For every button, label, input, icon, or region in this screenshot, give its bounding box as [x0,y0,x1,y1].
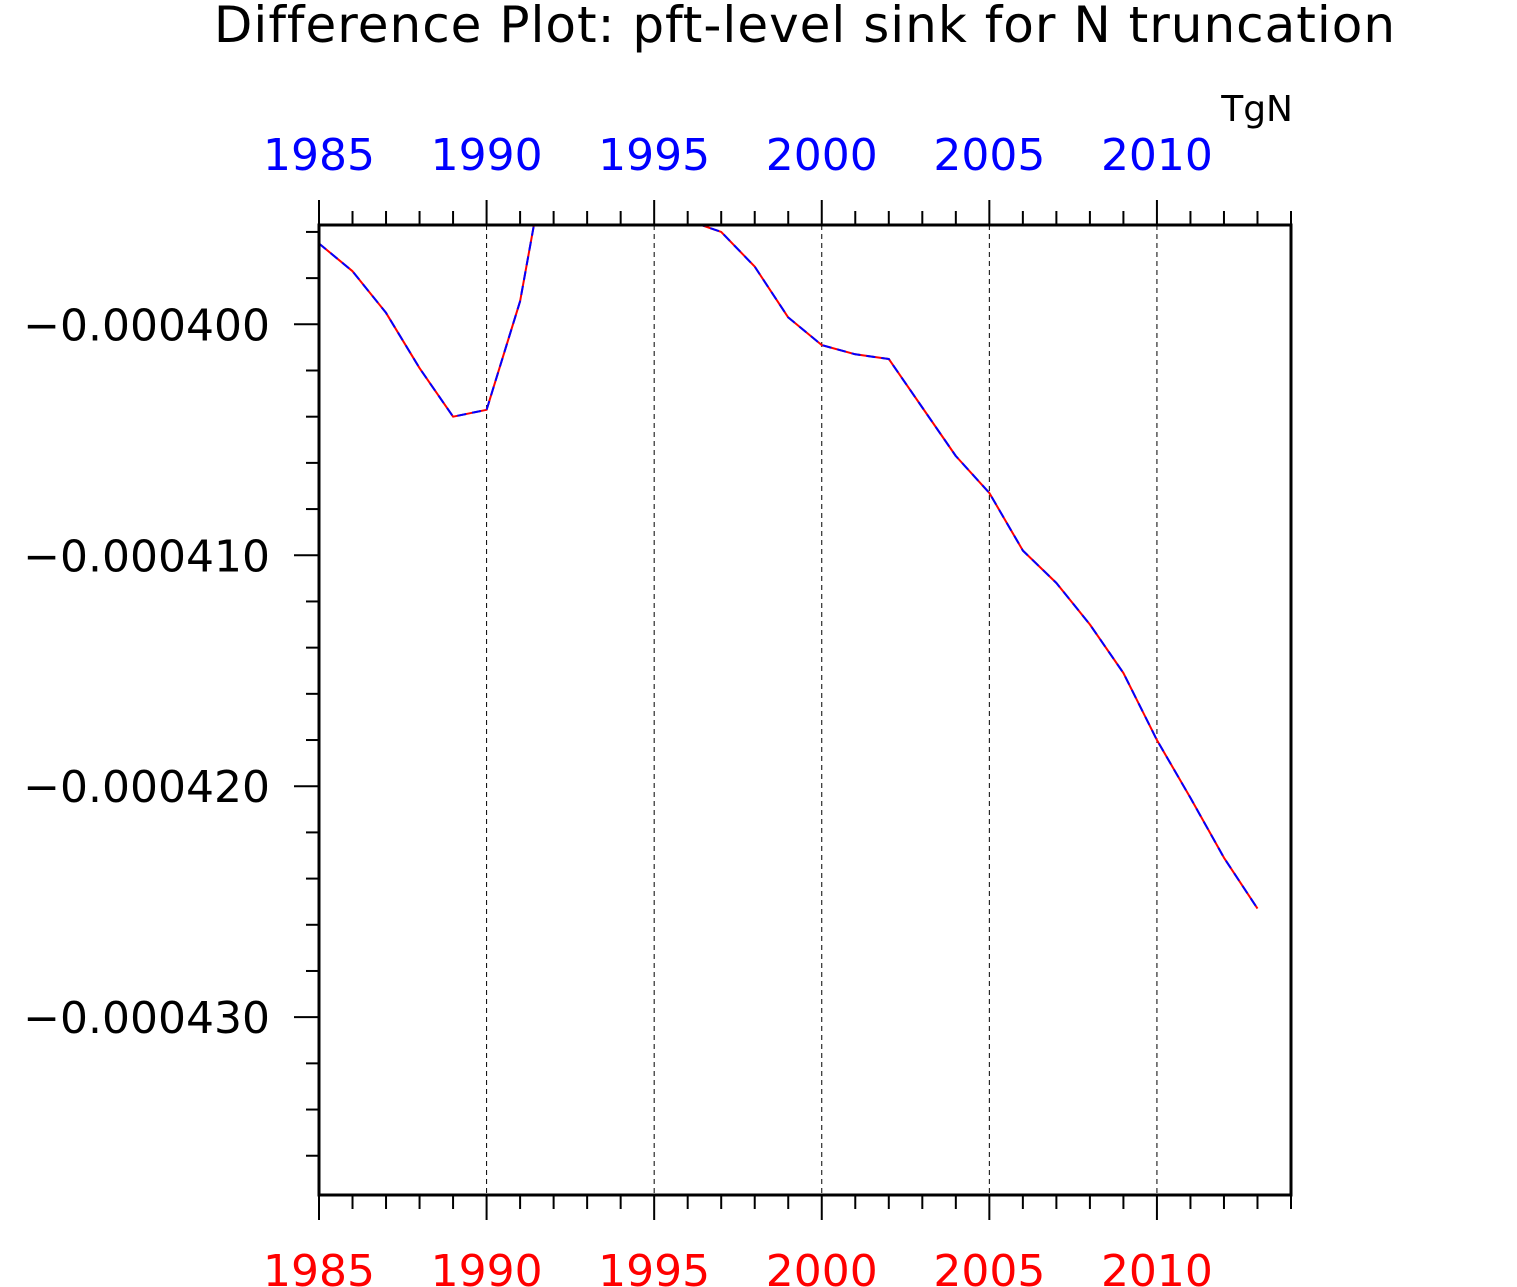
y-tick-label-2: −0.000420 [23,762,270,813]
top-x-tick-label-1990: 1990 [431,130,543,181]
bottom-x-tick-labels: 1985 1990 1995 2000 2005 2010 [263,1246,1213,1287]
y-tick-label-3: −0.000430 [23,993,270,1044]
bottom-x-tick-label-2010: 2010 [1101,1246,1213,1287]
y-tick-label-1: −0.000410 [23,531,270,582]
x-gridlines [486,225,1158,1195]
top-x-tick-label-2010: 2010 [1101,130,1213,181]
bottom-x-tick-label-1985: 1985 [263,1246,375,1287]
bottom-x-tick-label-2000: 2000 [766,1246,878,1287]
top-x-tick-label-1995: 1995 [598,130,710,181]
y-tick-label-0: −0.000400 [23,300,270,351]
y-tick-labels: −0.000400 −0.000410 −0.000420 −0.000430 [23,300,270,1044]
series-line-1 [319,225,1259,910]
units-label: TgN [1220,89,1293,130]
bottom-x-tick-label-2005: 2005 [933,1246,1045,1287]
series-lines [319,225,1259,910]
top-x-tick-label-1985: 1985 [263,130,375,181]
bottom-x-tick-label-1990: 1990 [431,1246,543,1287]
axis-ticks [294,200,1292,1220]
top-x-tick-label-2000: 2000 [766,130,878,181]
chart-title: Difference Plot: pft-level sink for N tr… [214,0,1396,54]
top-x-tick-labels: 1985 1990 1995 2000 2005 2010 [263,130,1213,181]
plot-frame [317,223,1293,1197]
bottom-x-tick-label-1995: 1995 [598,1246,710,1287]
top-x-tick-label-2005: 2005 [933,130,1045,181]
